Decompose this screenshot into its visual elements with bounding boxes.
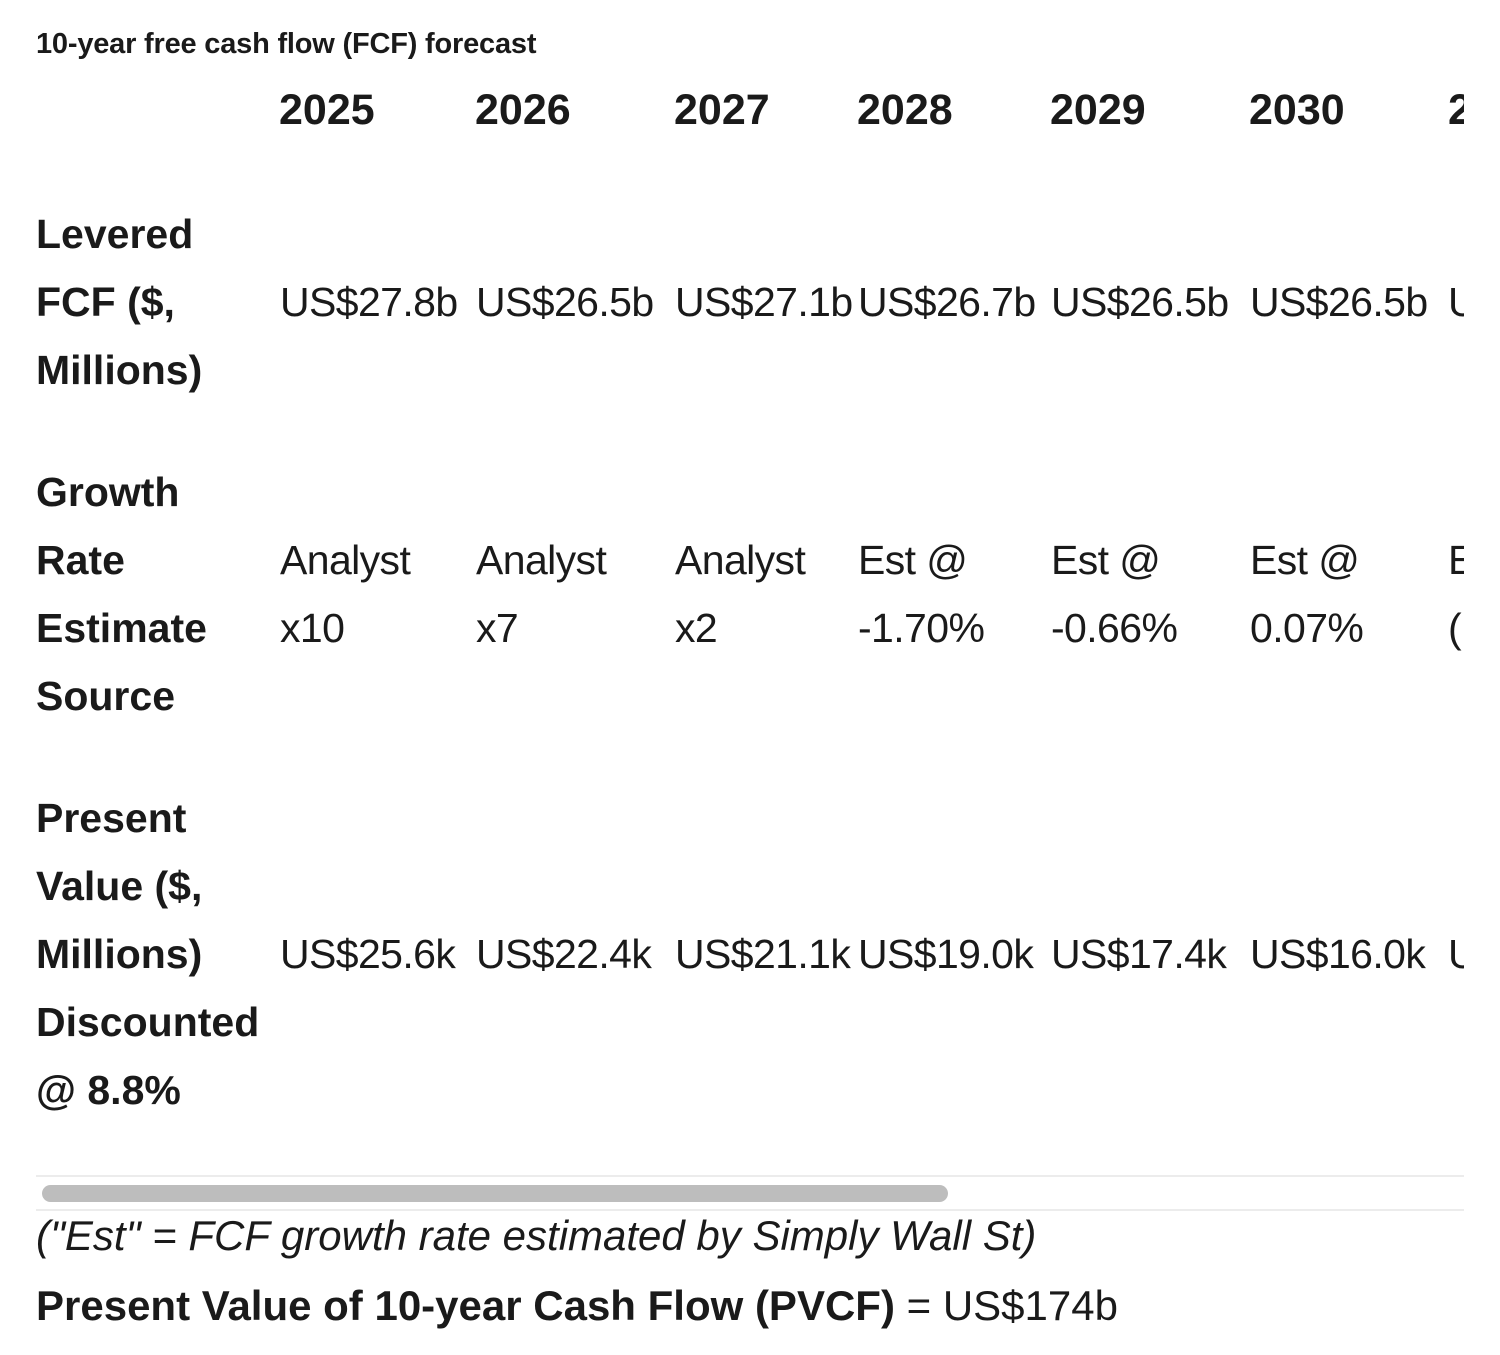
growth-detail: x2 bbox=[675, 605, 718, 651]
growth-cell-2028: Est @ -1.70% bbox=[858, 526, 985, 662]
row-label-growth-rate-source: Growth Rate Estimate Source bbox=[36, 458, 207, 730]
pvcf-label: Present Value of 10-year Cash Flow (PVCF… bbox=[36, 1282, 895, 1329]
pv-cell-2025: US$25.6k bbox=[280, 931, 456, 977]
growth-source: Est @ bbox=[1250, 537, 1360, 583]
growth-detail: ( bbox=[1448, 605, 1462, 651]
growth-cell-2026: Analyst x7 bbox=[476, 526, 607, 662]
row-label-line: Rate bbox=[36, 537, 125, 583]
row-label-line: Millions) bbox=[36, 347, 203, 393]
fcf-cell-2029: US$26.5b bbox=[1051, 279, 1229, 325]
growth-detail: -1.70% bbox=[858, 605, 985, 651]
row-label-line: @ 8.8% bbox=[36, 1067, 181, 1113]
year-header-2025: 2025 bbox=[279, 86, 375, 134]
growth-source: Analyst bbox=[675, 537, 806, 583]
estimate-footnote: ("Est" = FCF growth rate estimated by Si… bbox=[36, 1212, 1037, 1259]
pv-cell-2030: US$16.0k bbox=[1250, 931, 1426, 977]
row-label-levered-fcf: Levered FCF ($, Millions) bbox=[36, 200, 202, 404]
growth-detail: x7 bbox=[476, 605, 519, 651]
growth-detail: x10 bbox=[280, 605, 345, 651]
pv-cell-2026: US$22.4k bbox=[476, 931, 652, 977]
growth-cell-2025: Analyst x10 bbox=[280, 526, 411, 662]
fcf-forecast-table[interactable]: 2025 2026 2027 2028 2029 2030 2 Levered … bbox=[36, 0, 1464, 1175]
pvcf-summary: Present Value of 10-year Cash Flow (PVCF… bbox=[36, 1282, 1118, 1330]
horizontal-scrollbar[interactable] bbox=[36, 1175, 1464, 1211]
growth-cell-2029: Est @ -0.66% bbox=[1051, 526, 1178, 662]
growth-source: Analyst bbox=[476, 537, 607, 583]
pv-cell-2031-clipped: U bbox=[1448, 931, 1464, 977]
fcf-cell-2028: US$26.7b bbox=[858, 279, 1036, 325]
growth-detail: -0.66% bbox=[1051, 605, 1178, 651]
fcf-cell-2027: US$27.1b bbox=[675, 279, 853, 325]
year-header-2030: 2030 bbox=[1249, 86, 1345, 134]
fcf-cell-2031-clipped: U bbox=[1448, 279, 1464, 325]
year-header-2028: 2028 bbox=[857, 86, 953, 134]
pvcf-equals: = bbox=[894, 1282, 943, 1329]
table-caption: 10-year free cash flow (FCF) forecast bbox=[36, 28, 537, 60]
year-header-2026: 2026 bbox=[475, 86, 571, 134]
row-label-line: Estimate bbox=[36, 605, 207, 651]
growth-source: Analyst bbox=[280, 537, 411, 583]
row-label-line: Levered bbox=[36, 211, 194, 257]
year-header-2031-clipped: 2 bbox=[1448, 86, 1464, 134]
growth-source: E bbox=[1448, 537, 1464, 583]
scrollbar-thumb[interactable] bbox=[42, 1185, 948, 1202]
growth-cell-2030: Est @ 0.07% bbox=[1250, 526, 1364, 662]
growth-cell-2031-clipped: E ( bbox=[1448, 526, 1464, 662]
row-label-line: Millions) bbox=[36, 931, 203, 977]
growth-source: Est @ bbox=[858, 537, 968, 583]
fcf-cell-2030: US$26.5b bbox=[1250, 279, 1428, 325]
row-label-line: FCF ($, bbox=[36, 279, 175, 325]
pv-cell-2028: US$19.0k bbox=[858, 931, 1034, 977]
growth-cell-2027: Analyst x2 bbox=[675, 526, 806, 662]
fcf-cell-2025: US$27.8b bbox=[280, 279, 458, 325]
growth-source: Est @ bbox=[1051, 537, 1161, 583]
row-label-present-value: Present Value ($, Millions) Discounted @… bbox=[36, 784, 259, 1124]
row-label-line: Present bbox=[36, 795, 187, 841]
fcf-cell-2026: US$26.5b bbox=[476, 279, 654, 325]
year-header-2027: 2027 bbox=[674, 86, 770, 134]
growth-detail: 0.07% bbox=[1250, 605, 1364, 651]
pv-cell-2027: US$21.1k bbox=[675, 931, 851, 977]
row-label-line: Source bbox=[36, 673, 175, 719]
row-label-line: Value ($, bbox=[36, 863, 203, 909]
year-header-2029: 2029 bbox=[1050, 86, 1146, 134]
pv-cell-2029: US$17.4k bbox=[1051, 931, 1227, 977]
row-label-line: Discounted bbox=[36, 999, 260, 1045]
row-label-line: Growth bbox=[36, 469, 180, 515]
pvcf-value: US$174b bbox=[942, 1282, 1118, 1329]
